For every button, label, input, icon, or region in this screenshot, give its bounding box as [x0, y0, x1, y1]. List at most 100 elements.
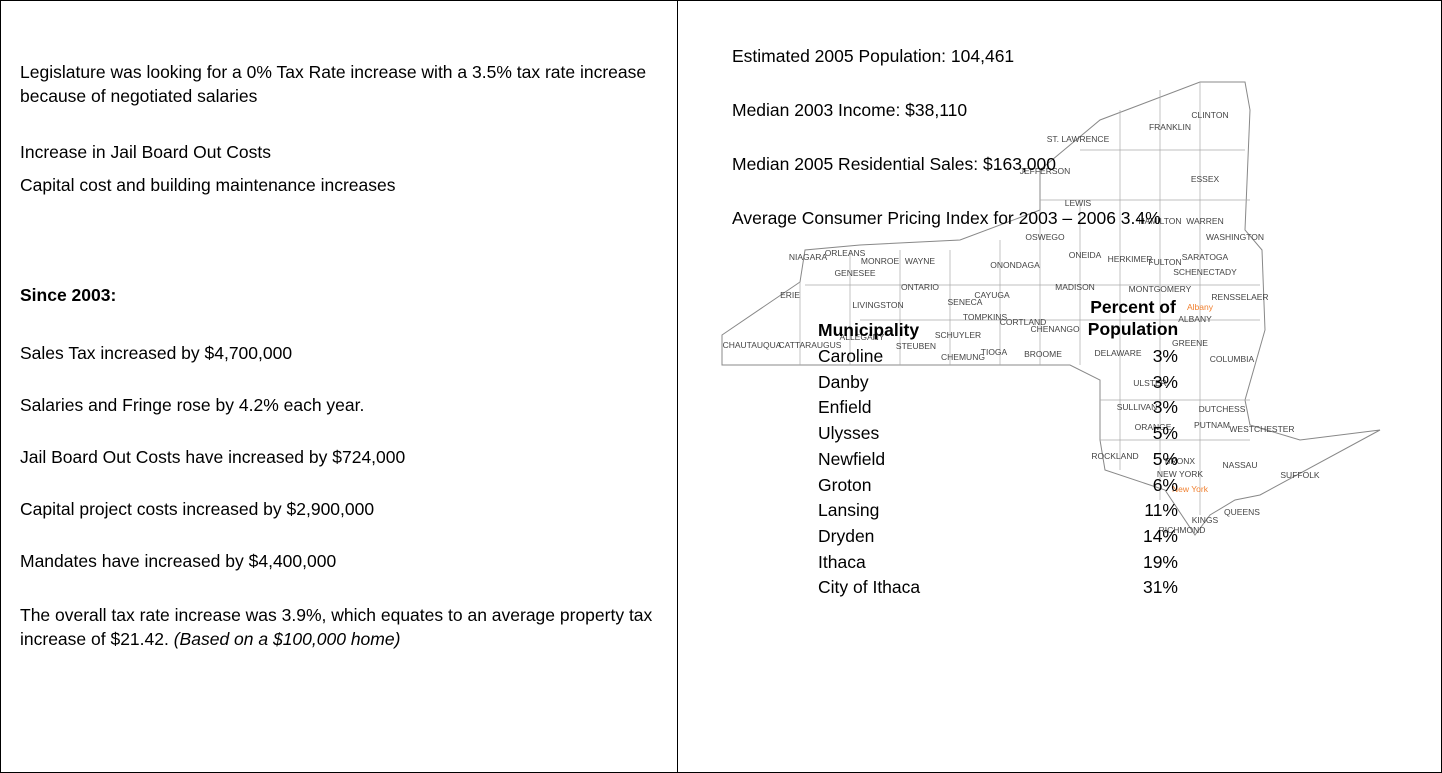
county-label: CHAUTAUQUA	[723, 340, 782, 350]
municipality: Ulysses	[818, 423, 880, 444]
county-label: WASHINGTON	[1206, 232, 1264, 242]
stat: Estimated 2005 Population: 104,461	[732, 46, 1015, 66]
county-label: WARREN	[1186, 216, 1223, 226]
section-heading: Since 2003:	[20, 285, 117, 305]
county-label: ORLEANS	[825, 248, 866, 258]
percent: 11%	[1144, 500, 1178, 521]
percent: 31%	[1142, 577, 1178, 598]
county-label: OSWEGO	[1025, 232, 1065, 242]
county-label: ST. LAWRENCE	[1047, 134, 1110, 144]
county-label: MONTGOMERY	[1129, 284, 1192, 294]
county-label: HAMILTON	[1138, 216, 1181, 226]
county-label: DELAWARE	[1094, 348, 1141, 358]
county-label: CHEMUNG	[941, 352, 985, 362]
list-item: Capital project costs increased by $2,90…	[20, 499, 375, 519]
county-label: LEWIS	[1065, 198, 1092, 208]
municipality: Newfield	[818, 448, 886, 469]
municipality: City of Ithaca	[818, 577, 921, 598]
county-label: NIAGARA	[789, 252, 828, 262]
county-label: CHENANGO	[1030, 324, 1080, 334]
county-label: ULSTER	[1133, 378, 1167, 388]
county-label: STEUBEN	[896, 341, 936, 351]
list-item: Sales Tax increased by $4,700,000	[20, 343, 293, 363]
county-label: COLUMBIA	[1210, 354, 1255, 364]
county-label: GENESEE	[834, 268, 875, 278]
county-label: CAYUGA	[974, 290, 1010, 300]
list-item: Salaries and Fringe rose by 4.2% each ye…	[20, 395, 365, 415]
county-label: LIVINGSTON	[852, 300, 903, 310]
county-label: ONONDAGA	[990, 260, 1040, 270]
municipality: Lansing	[818, 500, 880, 521]
summary-text: The overall tax rate increase was 3.9%, …	[20, 605, 653, 649]
county-label: SENECA	[948, 297, 983, 307]
municipality: Danby	[818, 371, 869, 392]
county-label: FRANKLIN	[1149, 122, 1191, 132]
county-label: ALBANY	[1178, 314, 1212, 324]
county-label: QUEENS	[1224, 507, 1260, 517]
county-label: NASSAU	[1223, 460, 1258, 470]
county-label: DUTCHESS	[1199, 404, 1246, 414]
county-label: WESTCHESTER	[1229, 424, 1294, 434]
percent: 3%	[1152, 346, 1178, 366]
county-label: CATTARAUGUS	[779, 340, 842, 350]
county-label: HERKIMER	[1108, 254, 1153, 264]
capital-label: New York	[1172, 484, 1209, 494]
county-label: ERIE	[780, 290, 800, 300]
county-label: CORTLAND	[1000, 317, 1047, 327]
county-label: SARATOGA	[1182, 252, 1229, 262]
county-label: NEW YORK	[1157, 469, 1203, 479]
county-label: ORANGE	[1135, 422, 1172, 432]
county-label: ONTARIO	[901, 282, 939, 292]
county-label: CLINTON	[1191, 110, 1228, 120]
municipality: Groton	[818, 474, 872, 495]
county-label: ROCKLAND	[1091, 451, 1138, 461]
county-label: PUTNAM	[1194, 420, 1230, 430]
county-label: TOMPKINS	[963, 312, 1008, 322]
county-label: RICHMOND	[1159, 525, 1206, 535]
county-label: ESSEX	[1191, 174, 1220, 184]
municipality: Ithaca	[818, 551, 866, 572]
county-label: RENSSELAER	[1211, 292, 1268, 302]
percent: 19%	[1142, 551, 1178, 572]
stat: Average Consumer Pricing Index for 2003 …	[732, 208, 1161, 228]
county-label: FULTON	[1148, 257, 1181, 267]
municipality: Dryden	[818, 525, 875, 546]
paragraph: Increase in Jail Board Out Costs	[20, 142, 271, 162]
paragraph: Capital cost and building maintenance in…	[20, 175, 396, 195]
county-label: MONROE	[861, 256, 900, 266]
summary-note: (Based on a $100,000 home)	[173, 629, 401, 649]
county-label: GREENE	[1172, 338, 1208, 348]
county-label: WAYNE	[905, 256, 936, 266]
list-item: Mandates have increased by $4,400,000	[20, 551, 337, 571]
county-label: ALLEGANY	[840, 332, 885, 342]
county-label: SCHENECTADY	[1173, 267, 1237, 277]
municipality: Caroline	[818, 346, 884, 366]
county-label: SUFFOLK	[1280, 470, 1320, 480]
percent: 5%	[1152, 423, 1178, 444]
county-label: TIOGA	[981, 347, 1008, 357]
county-label: BRONX	[1165, 456, 1196, 466]
table-header: Percent of Population	[1087, 297, 1179, 339]
county-label: KINGS	[1192, 515, 1219, 525]
percent: 14%	[1142, 525, 1178, 546]
percent: 5%	[1152, 448, 1178, 469]
municipality: Enfield	[818, 397, 872, 418]
percent: 6%	[1152, 474, 1178, 495]
paragraph: Legislature was looking for a 0% Tax Rat…	[20, 62, 647, 106]
list-item: Jail Board Out Costs have increased by $…	[20, 447, 406, 467]
county-label: MADISON	[1055, 282, 1095, 292]
stat: Median 2005 Residential Sales: $163,000	[732, 154, 1056, 174]
county-label: JEFFERSON	[1020, 166, 1071, 176]
county-lines	[799, 82, 1260, 515]
percent: 3%	[1152, 397, 1178, 418]
stat: Median 2003 Income: $38,110	[732, 100, 968, 120]
table-header: Municipality	[818, 320, 920, 340]
percent: 3%	[1152, 371, 1178, 392]
capital-label: Albany	[1187, 302, 1214, 312]
county-label: ONEIDA	[1069, 250, 1102, 260]
summary: The overall tax rate increase was 3.9%, …	[20, 603, 660, 651]
county-label: SCHUYLER	[935, 330, 981, 340]
county-label: SULLIVAN	[1117, 402, 1157, 412]
